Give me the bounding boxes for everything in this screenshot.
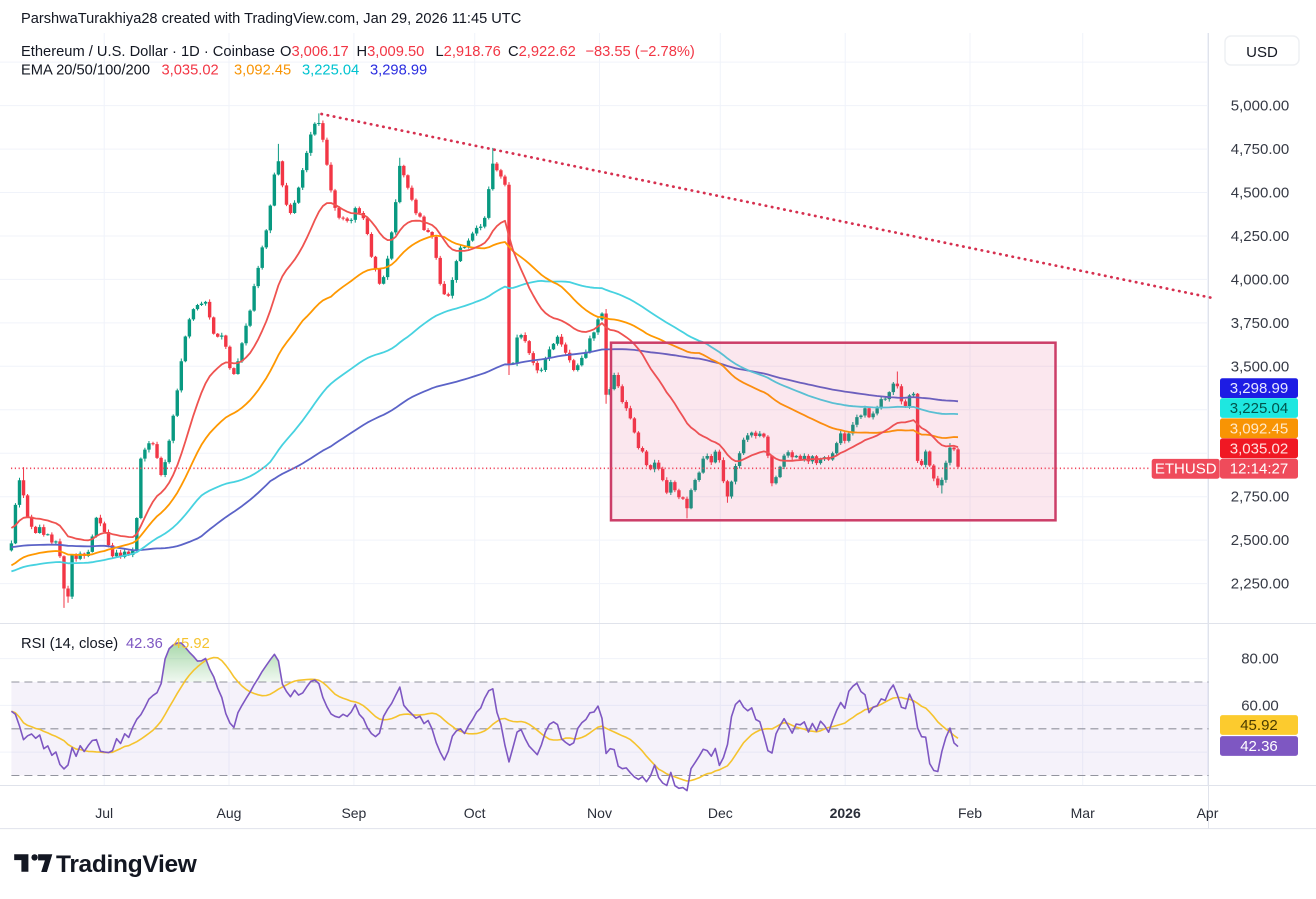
svg-text:Apr: Apr xyxy=(1197,805,1219,821)
svg-text:4,750.00: 4,750.00 xyxy=(1231,141,1289,158)
svg-text:Aug: Aug xyxy=(217,805,242,821)
svg-text:Nov: Nov xyxy=(587,805,612,821)
svg-text:2,250.00: 2,250.00 xyxy=(1231,576,1289,593)
svg-text:42.36: 42.36 xyxy=(1240,738,1278,755)
svg-text:45.92: 45.92 xyxy=(1240,717,1278,734)
svg-text:3,750.00: 3,750.00 xyxy=(1231,315,1289,332)
svg-text:Mar: Mar xyxy=(1071,805,1095,821)
svg-text:Jul: Jul xyxy=(95,805,113,821)
svg-text:Dec: Dec xyxy=(708,805,733,821)
svg-text:2026: 2026 xyxy=(830,805,861,821)
svg-text:12:14:27: 12:14:27 xyxy=(1230,461,1288,478)
svg-text:3,092.45: 3,092.45 xyxy=(1230,420,1288,437)
svg-text:60.00: 60.00 xyxy=(1241,697,1279,714)
svg-text:USD: USD xyxy=(1246,44,1278,61)
svg-text:4,250.00: 4,250.00 xyxy=(1231,228,1289,245)
svg-text:2,750.00: 2,750.00 xyxy=(1231,489,1289,506)
svg-text:TradingView: TradingView xyxy=(56,851,198,878)
svg-text:Ethereum / U.S. Dollar · 1D ·: Ethereum / U.S. Dollar · 1D · Coinbase O3… xyxy=(21,44,695,60)
svg-text:2,500.00: 2,500.00 xyxy=(1231,532,1289,549)
svg-text:Sep: Sep xyxy=(341,805,366,821)
svg-text:ETHUSD: ETHUSD xyxy=(1155,461,1217,478)
svg-text:Feb: Feb xyxy=(958,805,982,821)
svg-text:4,500.00: 4,500.00 xyxy=(1231,185,1289,202)
svg-text:3,035.02: 3,035.02 xyxy=(1230,440,1288,457)
svg-text:80.00: 80.00 xyxy=(1241,651,1279,668)
svg-text:3,500.00: 3,500.00 xyxy=(1231,358,1289,375)
svg-text:Oct: Oct xyxy=(464,805,486,821)
svg-text:3,225.04: 3,225.04 xyxy=(1230,400,1288,417)
svg-text:3,298.99: 3,298.99 xyxy=(1230,380,1288,397)
svg-text:4,000.00: 4,000.00 xyxy=(1231,271,1289,288)
svg-text:ParshwaTurakhiya28 created wit: ParshwaTurakhiya28 created with TradingV… xyxy=(21,11,521,27)
svg-text:5,000.00: 5,000.00 xyxy=(1231,98,1289,115)
